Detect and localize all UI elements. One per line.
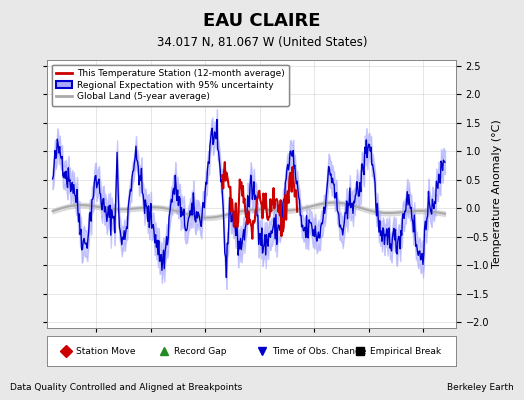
Text: Data Quality Controlled and Aligned at Breakpoints: Data Quality Controlled and Aligned at B… <box>10 383 243 392</box>
Text: Berkeley Earth: Berkeley Earth <box>447 383 514 392</box>
Text: EAU CLAIRE: EAU CLAIRE <box>203 12 321 30</box>
Text: Empirical Break: Empirical Break <box>370 346 441 356</box>
Text: Station Move: Station Move <box>76 346 135 356</box>
Legend: This Temperature Station (12-month average), Regional Expectation with 95% uncer: This Temperature Station (12-month avera… <box>52 64 289 106</box>
Y-axis label: Temperature Anomaly (°C): Temperature Anomaly (°C) <box>492 120 502 268</box>
Text: Time of Obs. Change: Time of Obs. Change <box>272 346 366 356</box>
Text: Record Gap: Record Gap <box>174 346 226 356</box>
Text: 34.017 N, 81.067 W (United States): 34.017 N, 81.067 W (United States) <box>157 36 367 49</box>
